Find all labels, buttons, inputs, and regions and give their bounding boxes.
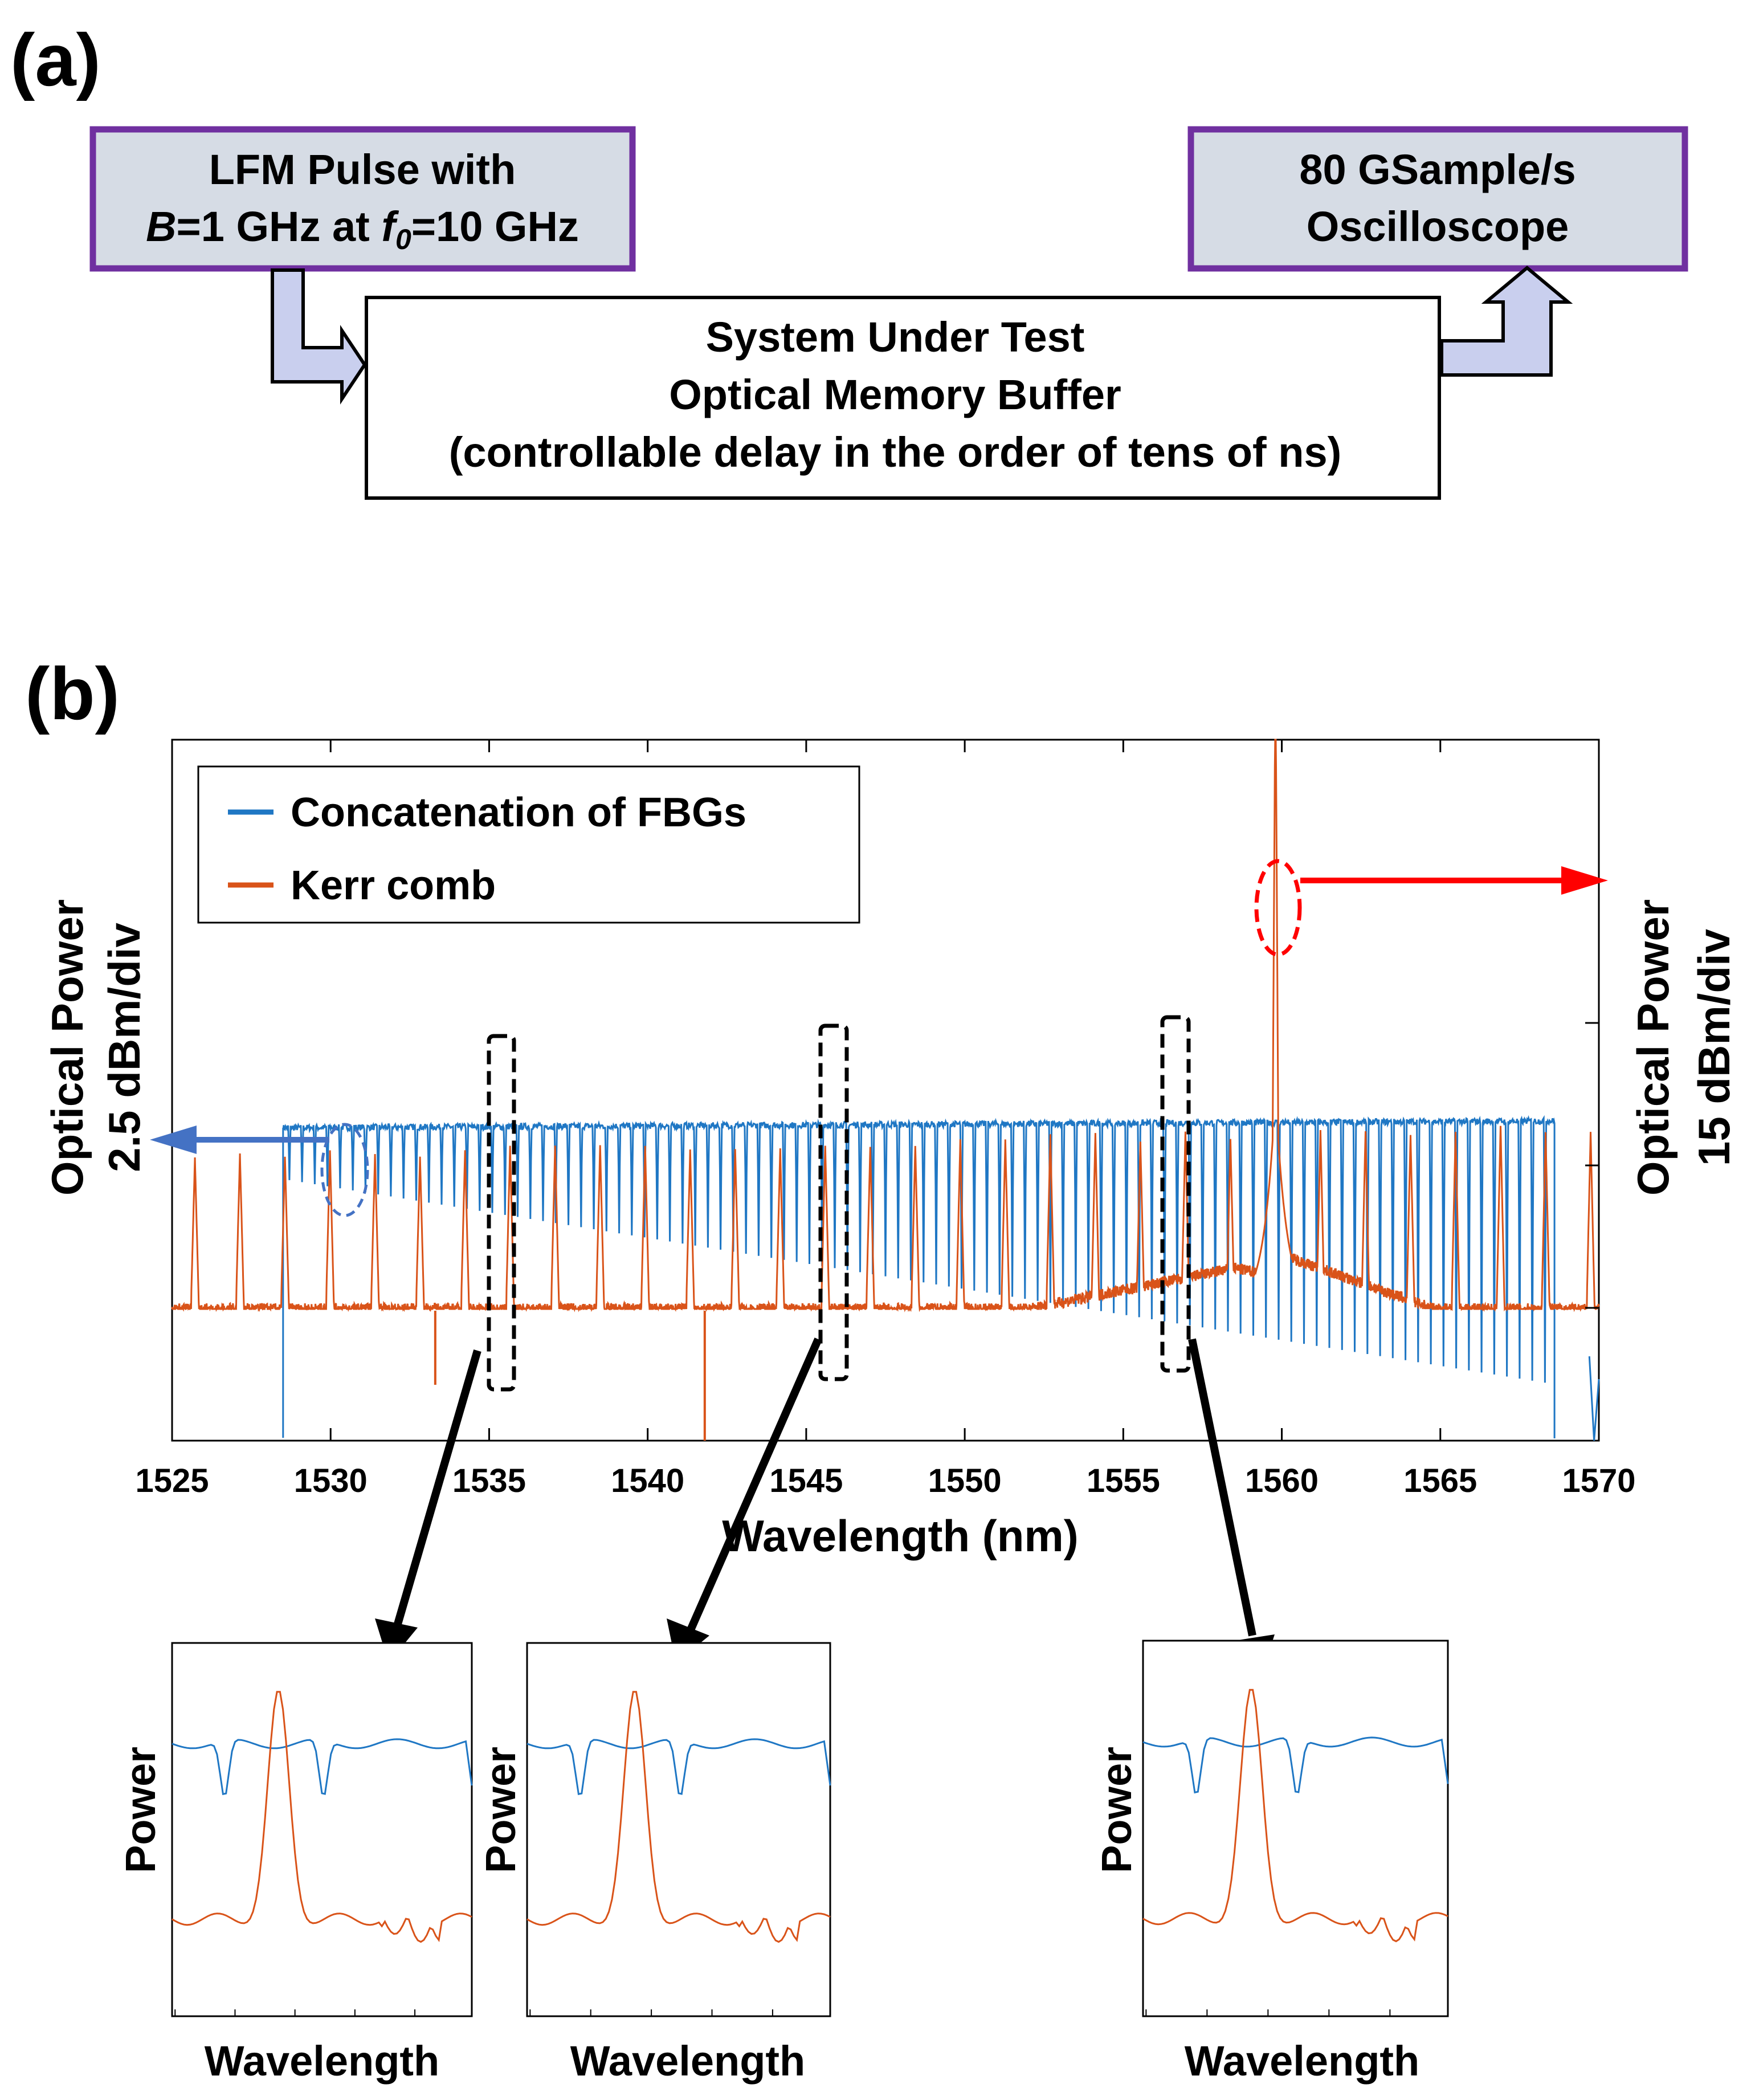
oscilloscope-box: [1187, 126, 1688, 272]
inset-1: [171, 1642, 473, 2017]
panel-a-label: (a): [10, 18, 101, 101]
system-under-test-box: [365, 296, 1441, 500]
zoom-box-1: [487, 1034, 516, 1392]
oscilloscope-line1: 80 GSample/s: [1299, 146, 1576, 193]
inset-frame: [1142, 1640, 1449, 2017]
freq-value: =10 GHz: [411, 203, 579, 250]
inset-fbg-trace: [172, 1738, 473, 1795]
x-tick-label: 1560: [1245, 1462, 1319, 1499]
x-tick-label: 1570: [1562, 1462, 1635, 1499]
x-tick-label: 1525: [135, 1462, 209, 1499]
inset-3-ylabel: Power: [1093, 1747, 1140, 1873]
x-tick-label: 1555: [1087, 1462, 1160, 1499]
left-y-label-line2: 2.5 dBm/div: [99, 922, 149, 1172]
bandwidth-value: =1 GHz at: [177, 203, 382, 250]
x-tick-labels: 1525 1530 1535 1540 1545 1550 1555 1560 1565 1570: [135, 1462, 1635, 1499]
x-tick-label: 1540: [611, 1462, 684, 1499]
inset-fbg-trace: [1142, 1736, 1449, 1794]
fbg-trace-tail: [1588, 1356, 1600, 1441]
zoom-box-3: [1160, 1015, 1191, 1373]
left-axis-arrowhead: [150, 1126, 197, 1154]
x-tick-label: 1530: [294, 1462, 368, 1499]
inset-2: [526, 1642, 831, 2017]
input-block-arrow: [271, 268, 367, 405]
lfm-source-line2: B=1 GHz at f0=10 GHz: [146, 203, 579, 255]
inset-frame: [526, 1642, 831, 2017]
sut-line2: Optical Memory Buffer: [669, 371, 1121, 418]
legend-kerr-label: Kerr comb: [291, 863, 496, 908]
inset-1-xlabel: Wavelength: [205, 2037, 440, 2085]
x-tick-label: 1545: [769, 1462, 843, 1499]
inset-kerr-trace: [526, 1691, 831, 1943]
oscilloscope-line2: Oscilloscope: [1307, 203, 1569, 250]
callout-arrow-2: [687, 1338, 822, 1632]
inset-2-xlabel: Wavelength: [570, 2037, 806, 2085]
inset-plots: [171, 1640, 1449, 2017]
kerr-trace-layer: [171, 739, 1600, 1441]
legend-box: [197, 765, 860, 924]
output-block-arrow: [1440, 266, 1573, 377]
axis-ticks: [171, 740, 1600, 1441]
inset-kerr-trace: [1142, 1689, 1448, 1943]
inset-frame: [171, 1642, 473, 2017]
x-tick-label: 1565: [1403, 1462, 1477, 1499]
right-y-label-line1: Optical Power: [1628, 899, 1678, 1196]
fbg-trace: [282, 1115, 1556, 1438]
callout-arrow-1: [392, 1349, 481, 1631]
zoom-box-2: [818, 1024, 849, 1381]
inset-3: [1142, 1640, 1449, 2017]
x-tick-label: 1535: [452, 1462, 526, 1499]
inset-3-xlabel: Wavelength: [1185, 2037, 1420, 2085]
left-y-label-line1: Optical Power: [42, 899, 92, 1196]
fbg-trace-layer: [282, 1115, 1600, 1441]
right-axis-arrowhead: [1561, 866, 1608, 895]
x-tick-label: 1550: [928, 1462, 1002, 1499]
sut-line1: System Under Test: [706, 313, 1085, 361]
callout-arrow-3: [1188, 1338, 1256, 1637]
freq-subscript: 0: [395, 223, 411, 255]
lfm-source-line1: LFM Pulse with: [209, 146, 516, 193]
fbg-ellipse: [320, 1123, 369, 1217]
pump-ellipse: [1254, 859, 1302, 957]
x-axis-label: Wavelength (nm): [722, 1511, 1078, 1561]
legend-fbg-label: Concatenation of FBGs: [291, 790, 746, 835]
bandwidth-symbol: B: [146, 203, 176, 250]
right-y-label-line2: 15 dBm/div: [1689, 928, 1739, 1166]
kerr-trace: [171, 739, 1600, 1312]
inset-1-ylabel: Power: [117, 1747, 164, 1873]
lfm-source-box: [89, 126, 636, 272]
sut-line3: (controllable delay in the order of tens…: [449, 429, 1342, 476]
inset-kerr-trace: [172, 1691, 472, 1943]
inset-2-ylabel: Power: [477, 1747, 524, 1873]
inset-fbg-trace: [526, 1738, 831, 1795]
panel-b-label: (b): [25, 652, 120, 735]
